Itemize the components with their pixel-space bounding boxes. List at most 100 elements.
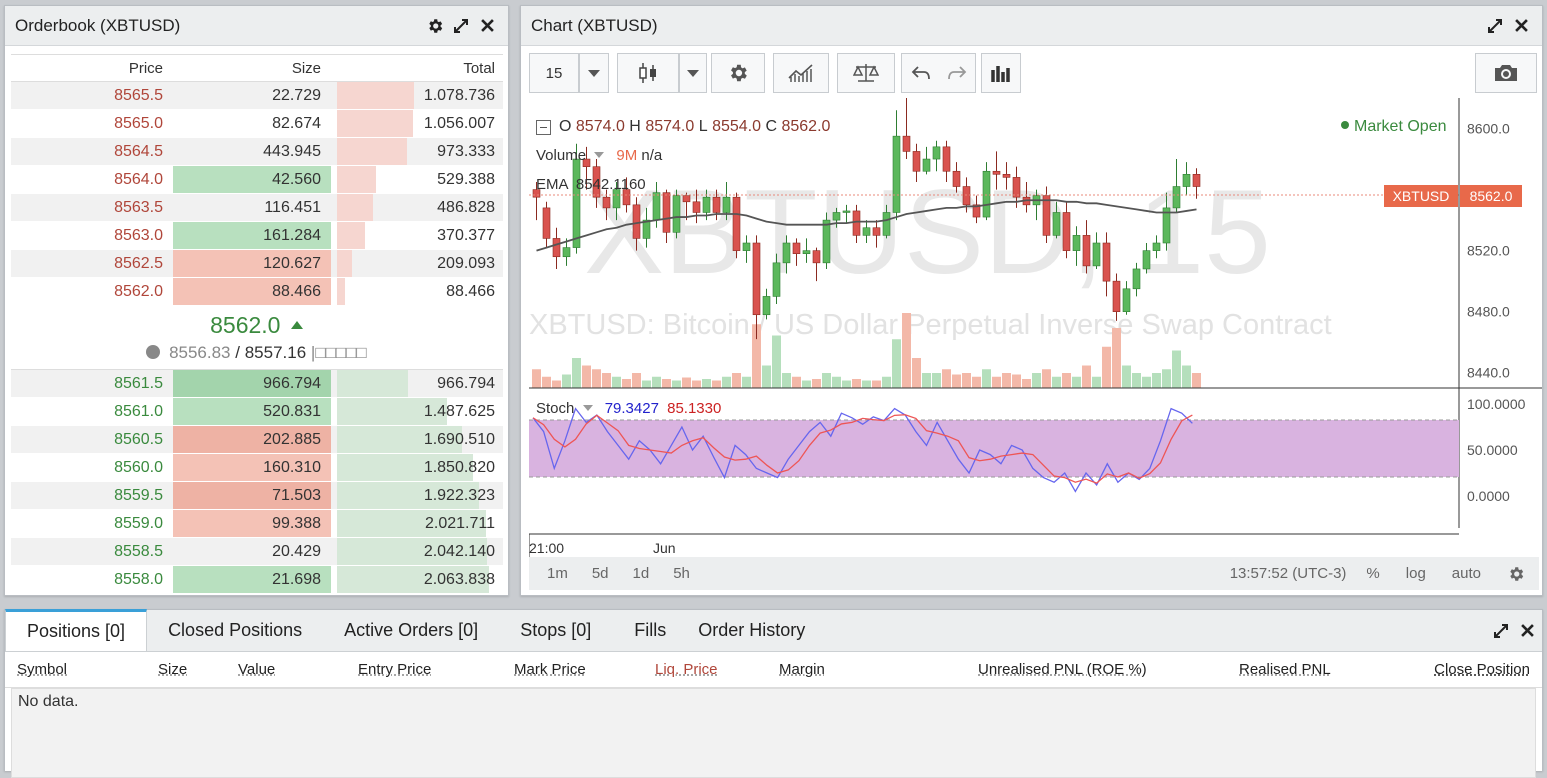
column-entry-price[interactable]: Entry Price (358, 661, 432, 678)
column-unrealised-pnl[interactable]: Unrealised PNL (ROE %) (978, 661, 1147, 678)
stoch-legend: Stoch 79.3427 85.1330 (536, 400, 721, 417)
tab-closed-positions[interactable]: Closed Positions (168, 619, 303, 640)
orderbook-row[interactable]: 8564.0 42.560 529.388 (11, 166, 503, 194)
chart-clock: 13:57:52 (UTC-3) (1229, 565, 1347, 582)
orderbook-row[interactable]: 8560.0 160.310 1.850.820 (11, 454, 503, 482)
volume-bar (612, 376, 621, 388)
expand-icon[interactable] (450, 15, 472, 37)
chart-header: Chart (XBTUSD) (521, 6, 1542, 46)
orderbook-row[interactable]: 8561.0 520.831 1.487.625 (11, 398, 503, 426)
close-icon[interactable] (1516, 620, 1538, 642)
depth-bar (337, 398, 447, 425)
chart-type-dropdown[interactable] (679, 53, 707, 93)
depth-chart-button[interactable] (981, 53, 1021, 93)
tab-active-orders[interactable]: Active Orders [0] (344, 619, 479, 640)
price-chart[interactable]: XBTUSD, 15 XBTUSD: Bitcoin / US Dollar P… (529, 98, 1542, 558)
row-total: 2.042.140 (423, 542, 495, 560)
redo-button[interactable] (938, 53, 976, 93)
log-toggle[interactable]: log (1405, 565, 1426, 582)
stoch-k-line (532, 407, 1193, 493)
row-price: 8565.0 (114, 114, 163, 132)
column-value[interactable]: Value (238, 661, 276, 678)
stoch-band (529, 420, 1459, 477)
percent-toggle[interactable]: % (1366, 565, 1380, 582)
candle (1062, 212, 1071, 251)
column-realised-pnl[interactable]: Realised PNL (1239, 661, 1331, 678)
interval-dropdown[interactable] (579, 53, 609, 93)
row-price: 8562.0 (114, 282, 163, 300)
expand-icon[interactable] (1490, 620, 1512, 642)
gear-icon[interactable] (424, 15, 446, 37)
candle (1082, 235, 1091, 267)
chart-watermark: XBTUSD, 15 (584, 165, 1271, 299)
column-size[interactable]: Size (158, 661, 188, 678)
row-total: 1.690.510 (423, 430, 495, 448)
row-total: 1.922.323 (423, 486, 495, 504)
column-liq-price[interactable]: Liq. Price (655, 661, 718, 678)
candle (542, 207, 551, 239)
scale-icon (853, 64, 879, 82)
row-size: 160.310 (263, 458, 321, 476)
row-total: 1.487.625 (423, 402, 495, 420)
orderbook-row[interactable]: 8562.0 88.466 88.466 (11, 278, 503, 306)
candle (762, 296, 771, 316)
tab-stops[interactable]: Stops [0] (520, 619, 592, 640)
undo-button[interactable] (901, 53, 939, 93)
chart-title: Chart (XBTUSD) (531, 15, 658, 35)
candle (712, 196, 721, 213)
auto-toggle[interactable]: auto (1451, 565, 1481, 582)
tab-positions[interactable]: Positions [0] (5, 609, 148, 651)
candle (652, 192, 661, 221)
orderbook-row[interactable]: 8563.0 161.284 370.377 (11, 222, 503, 250)
volume-bar (622, 379, 631, 388)
tab-order-history[interactable]: Order History (698, 619, 806, 640)
chevron-down-icon[interactable] (594, 152, 605, 158)
volume-bar (902, 313, 911, 388)
volume-bar (862, 380, 871, 388)
volume-bar (1132, 373, 1141, 388)
timeframe-1m[interactable]: 1m (547, 565, 568, 582)
tab-fills[interactable]: Fills (634, 619, 667, 640)
indicators-button[interactable] (773, 53, 829, 93)
candle (782, 242, 791, 264)
close-value: 8562.0 (781, 118, 831, 135)
depth-bar (337, 250, 353, 277)
column-symbol[interactable]: Symbol (17, 661, 68, 678)
timeframe-5h[interactable]: 5h (673, 565, 690, 582)
close-icon[interactable] (476, 15, 498, 37)
timeframe-1d[interactable]: 1d (632, 565, 650, 582)
orderbook-row[interactable]: 8561.5 966.794 966.794 (11, 370, 503, 398)
orderbook-row[interactable]: 8564.5 443.945 973.333 (11, 138, 503, 166)
interval-select[interactable]: 15 (529, 53, 579, 93)
candle (1072, 235, 1081, 251)
orderbook-row[interactable]: 8565.5 22.729 1.078.736 (11, 82, 503, 110)
last-price-block: 8562.0 8556.83 / 8557.16 |□□□□□ (5, 308, 508, 364)
chart-type-button[interactable] (617, 53, 679, 93)
candle (672, 195, 681, 233)
chart-settings-button[interactable] (711, 53, 765, 93)
column-margin[interactable]: Margin (779, 661, 825, 678)
orderbook-row[interactable]: 8563.5 116.451 486.828 (11, 194, 503, 222)
chevron-down-icon[interactable] (582, 405, 593, 411)
column-mark-price[interactable]: Mark Price (514, 661, 586, 678)
close-icon[interactable] (1510, 15, 1532, 37)
orderbook-row[interactable]: 8559.0 99.388 2.021.711 (11, 510, 503, 538)
collapse-icon[interactable] (536, 119, 551, 135)
orderbook-row[interactable]: 8558.5 20.429 2.042.140 (11, 538, 503, 566)
depth-bar (337, 138, 407, 165)
row-price: 8564.0 (114, 170, 163, 188)
orderbook-row[interactable]: 8558.0 21.698 2.063.838 (11, 566, 503, 594)
high-label: H (629, 118, 641, 135)
column-close-position[interactable]: Close Position (1434, 661, 1530, 678)
orderbook-row[interactable]: 8565.0 82.674 1.056.007 (11, 110, 503, 138)
candle (532, 189, 541, 198)
orderbook-row[interactable]: 8559.5 71.503 1.922.323 (11, 482, 503, 510)
candle (1122, 288, 1131, 312)
orderbook-row[interactable]: 8560.5 202.885 1.690.510 (11, 426, 503, 454)
timeframe-5d[interactable]: 5d (591, 565, 609, 582)
expand-icon[interactable] (1484, 15, 1506, 37)
gear-icon[interactable] (1507, 565, 1525, 583)
compare-button[interactable] (837, 53, 895, 93)
orderbook-row[interactable]: 8562.5 120.627 209.093 (11, 250, 503, 278)
screenshot-button[interactable] (1475, 53, 1537, 93)
